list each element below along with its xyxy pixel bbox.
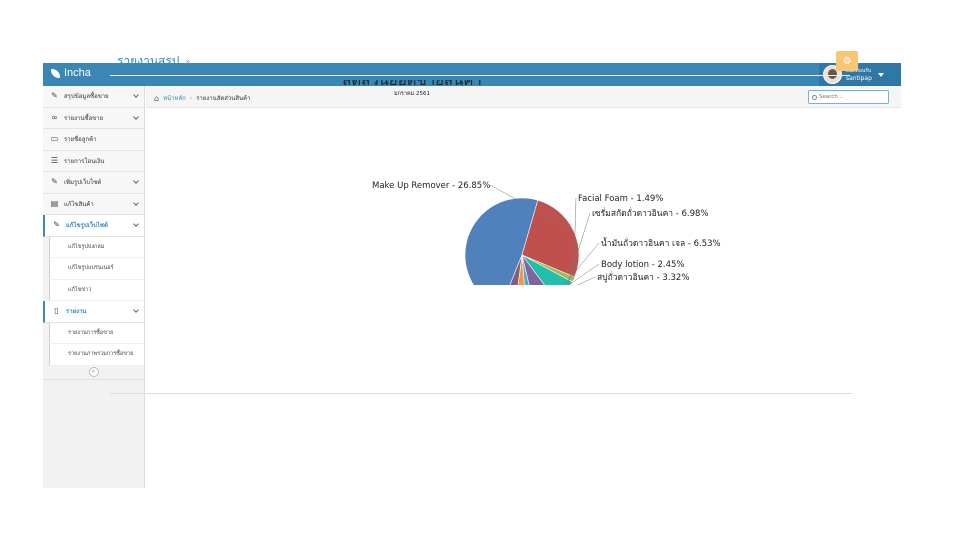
binoculars-icon: ∞	[51, 112, 58, 122]
pie-slice-label: เซรั่มสกัดถั่วดาวอินคา - 6.98%	[592, 207, 709, 219]
sidebar-item-1[interactable]: ∞ รายงานซื้อขาย	[43, 107, 144, 129]
file-icon: ▯	[54, 306, 59, 316]
pie-slice-connector	[467, 236, 479, 285]
pie-slice-3	[521, 254, 573, 285]
page-title-text: รายงานสรุป	[117, 54, 180, 68]
pie-slice-label: Make Up Remover - 26.85%	[372, 181, 490, 191]
home-icon[interactable]: ⌂	[154, 93, 160, 103]
caret-down-icon	[877, 72, 884, 77]
pie-slice-label: น้ำมันถั่วดาวอินคา เจล - 6.53%	[601, 237, 721, 249]
pie-slice-7	[509, 254, 523, 285]
app-window: Incha ยินดีต้อนรับ santipap ✎ สรุปข้อมูลซ…	[43, 63, 901, 488]
leaf-icon	[51, 68, 60, 78]
divider	[110, 75, 850, 76]
sidebar-subitem[interactable]: แก้ไขรูปบ่งกลม	[49, 236, 144, 258]
chevron-down-icon	[133, 307, 139, 313]
pie-slice-label: Facial Foam - 1.49%	[578, 194, 663, 204]
edit-icon: ✎	[53, 220, 60, 230]
chart-subtitle: มกราคม 2561	[394, 91, 430, 97]
sidebar-subitem[interactable]: แก้ไขรูปแบรนเนอร์	[49, 258, 144, 280]
sidebar-item-label: รายงาน	[66, 308, 87, 316]
breadcrumb-bar: ⌂ หน้าหลัก › รายงานสัดส่วนสินค้า	[146, 86, 901, 108]
pie-slice-connector	[568, 263, 600, 285]
sidebar-item-label: รายการโอนเงิน	[64, 157, 105, 165]
search-icon	[812, 94, 817, 100]
search-input[interactable]	[819, 94, 887, 100]
brand[interactable]: Incha	[51, 67, 91, 79]
user-greeting: ยินดีต้อนรับ	[846, 67, 872, 74]
gear-icon: ⚙	[842, 55, 852, 67]
pie-slice-label: สบู่ถั่วดาวอินคา - 3.32%	[597, 271, 689, 283]
sidebar-item-0[interactable]: ✎ สรุปข้อมูลซื้อขาย	[43, 86, 144, 108]
breadcrumb-current: รายงานสัดส่วนสินค้า	[196, 95, 251, 102]
page-title: รายงานสรุป »	[117, 52, 190, 71]
sidebar-item-7[interactable]: ▯ รายงาน	[43, 301, 144, 323]
page-title-suffix: »	[185, 57, 191, 66]
pie-slice-label: Body lotion - 2.45%	[601, 260, 684, 270]
edit-icon: ✎	[51, 91, 58, 101]
breadcrumb-home-link[interactable]: หน้าหลัก	[163, 95, 186, 102]
pie-slice-6	[517, 254, 525, 285]
sidebar-collapse: «	[43, 366, 144, 380]
sidebar-item-label: แก้ไขสินค้า	[64, 200, 94, 208]
sidebar-item-label: สรุปข้อมูลซื้อขาย	[64, 93, 109, 101]
sidebar-subitem[interactable]: รายงานภาพรวมการซื้อขาย	[49, 344, 144, 366]
pie-slice-connector	[573, 197, 577, 280]
sidebar-item-2[interactable]: ▭ รายชื่อลูกค้า	[43, 129, 144, 151]
sidebar: ✎ สรุปข้อมูลซื้อขาย ∞ รายงานซื้อขาย ▭ รายชื่อ…	[43, 86, 145, 488]
breadcrumb: ⌂ หน้าหลัก › รายงานสัดส่วนสินค้า	[154, 93, 251, 103]
pie-slice-connector	[489, 184, 574, 231]
edit-icon: ✎	[51, 177, 58, 187]
table-icon: ▤	[50, 198, 59, 208]
breadcrumb-separator: ›	[189, 94, 193, 102]
sidebar-item-3[interactable]: ☰ รายการโอนเงิน	[43, 150, 144, 172]
user-menu[interactable]: ยินดีต้อนรับ santipap	[819, 63, 901, 86]
pie-slice-connector	[563, 242, 600, 285]
sidebar-item-label: รายชื่อลูกค้า	[64, 136, 97, 144]
search-box[interactable]	[808, 90, 889, 104]
top-bar: Incha ยินดีต้อนรับ santipap	[43, 63, 901, 86]
list-icon: ☰	[50, 155, 59, 165]
brand-name: Incha	[64, 67, 91, 79]
user-name: santipap	[846, 74, 872, 82]
collapse-sidebar-button[interactable]: «	[88, 367, 99, 377]
sidebar-item-label: แก้ไขรูปเว็บไซต์	[66, 222, 108, 230]
sidebar-item-label: รายงานซื้อขาย	[64, 114, 104, 122]
sidebar-item-6[interactable]: ✎ แก้ไขรูปเว็บไซต์	[43, 215, 144, 237]
sidebar-item-4[interactable]: ✎ เพิ่มรูปเว็บไซต์	[43, 172, 144, 194]
divider	[110, 393, 852, 394]
settings-button[interactable]: ⚙	[836, 51, 858, 71]
monitor-icon: ▭	[50, 134, 59, 144]
sidebar-subitem[interactable]: แก้ไขข่าว	[49, 279, 144, 301]
sidebar-subitem[interactable]: รายงานการซื้อขาย	[49, 322, 144, 344]
pie-slice-connector	[577, 276, 596, 285]
sidebar-item-label: เพิ่มรูปเว็บไซต์	[64, 179, 102, 187]
sidebar-item-5[interactable]: ▤ แก้ไขสินค้า	[43, 193, 144, 215]
chart-title: สัดส่วนยอดขายสินค้า	[342, 80, 482, 89]
